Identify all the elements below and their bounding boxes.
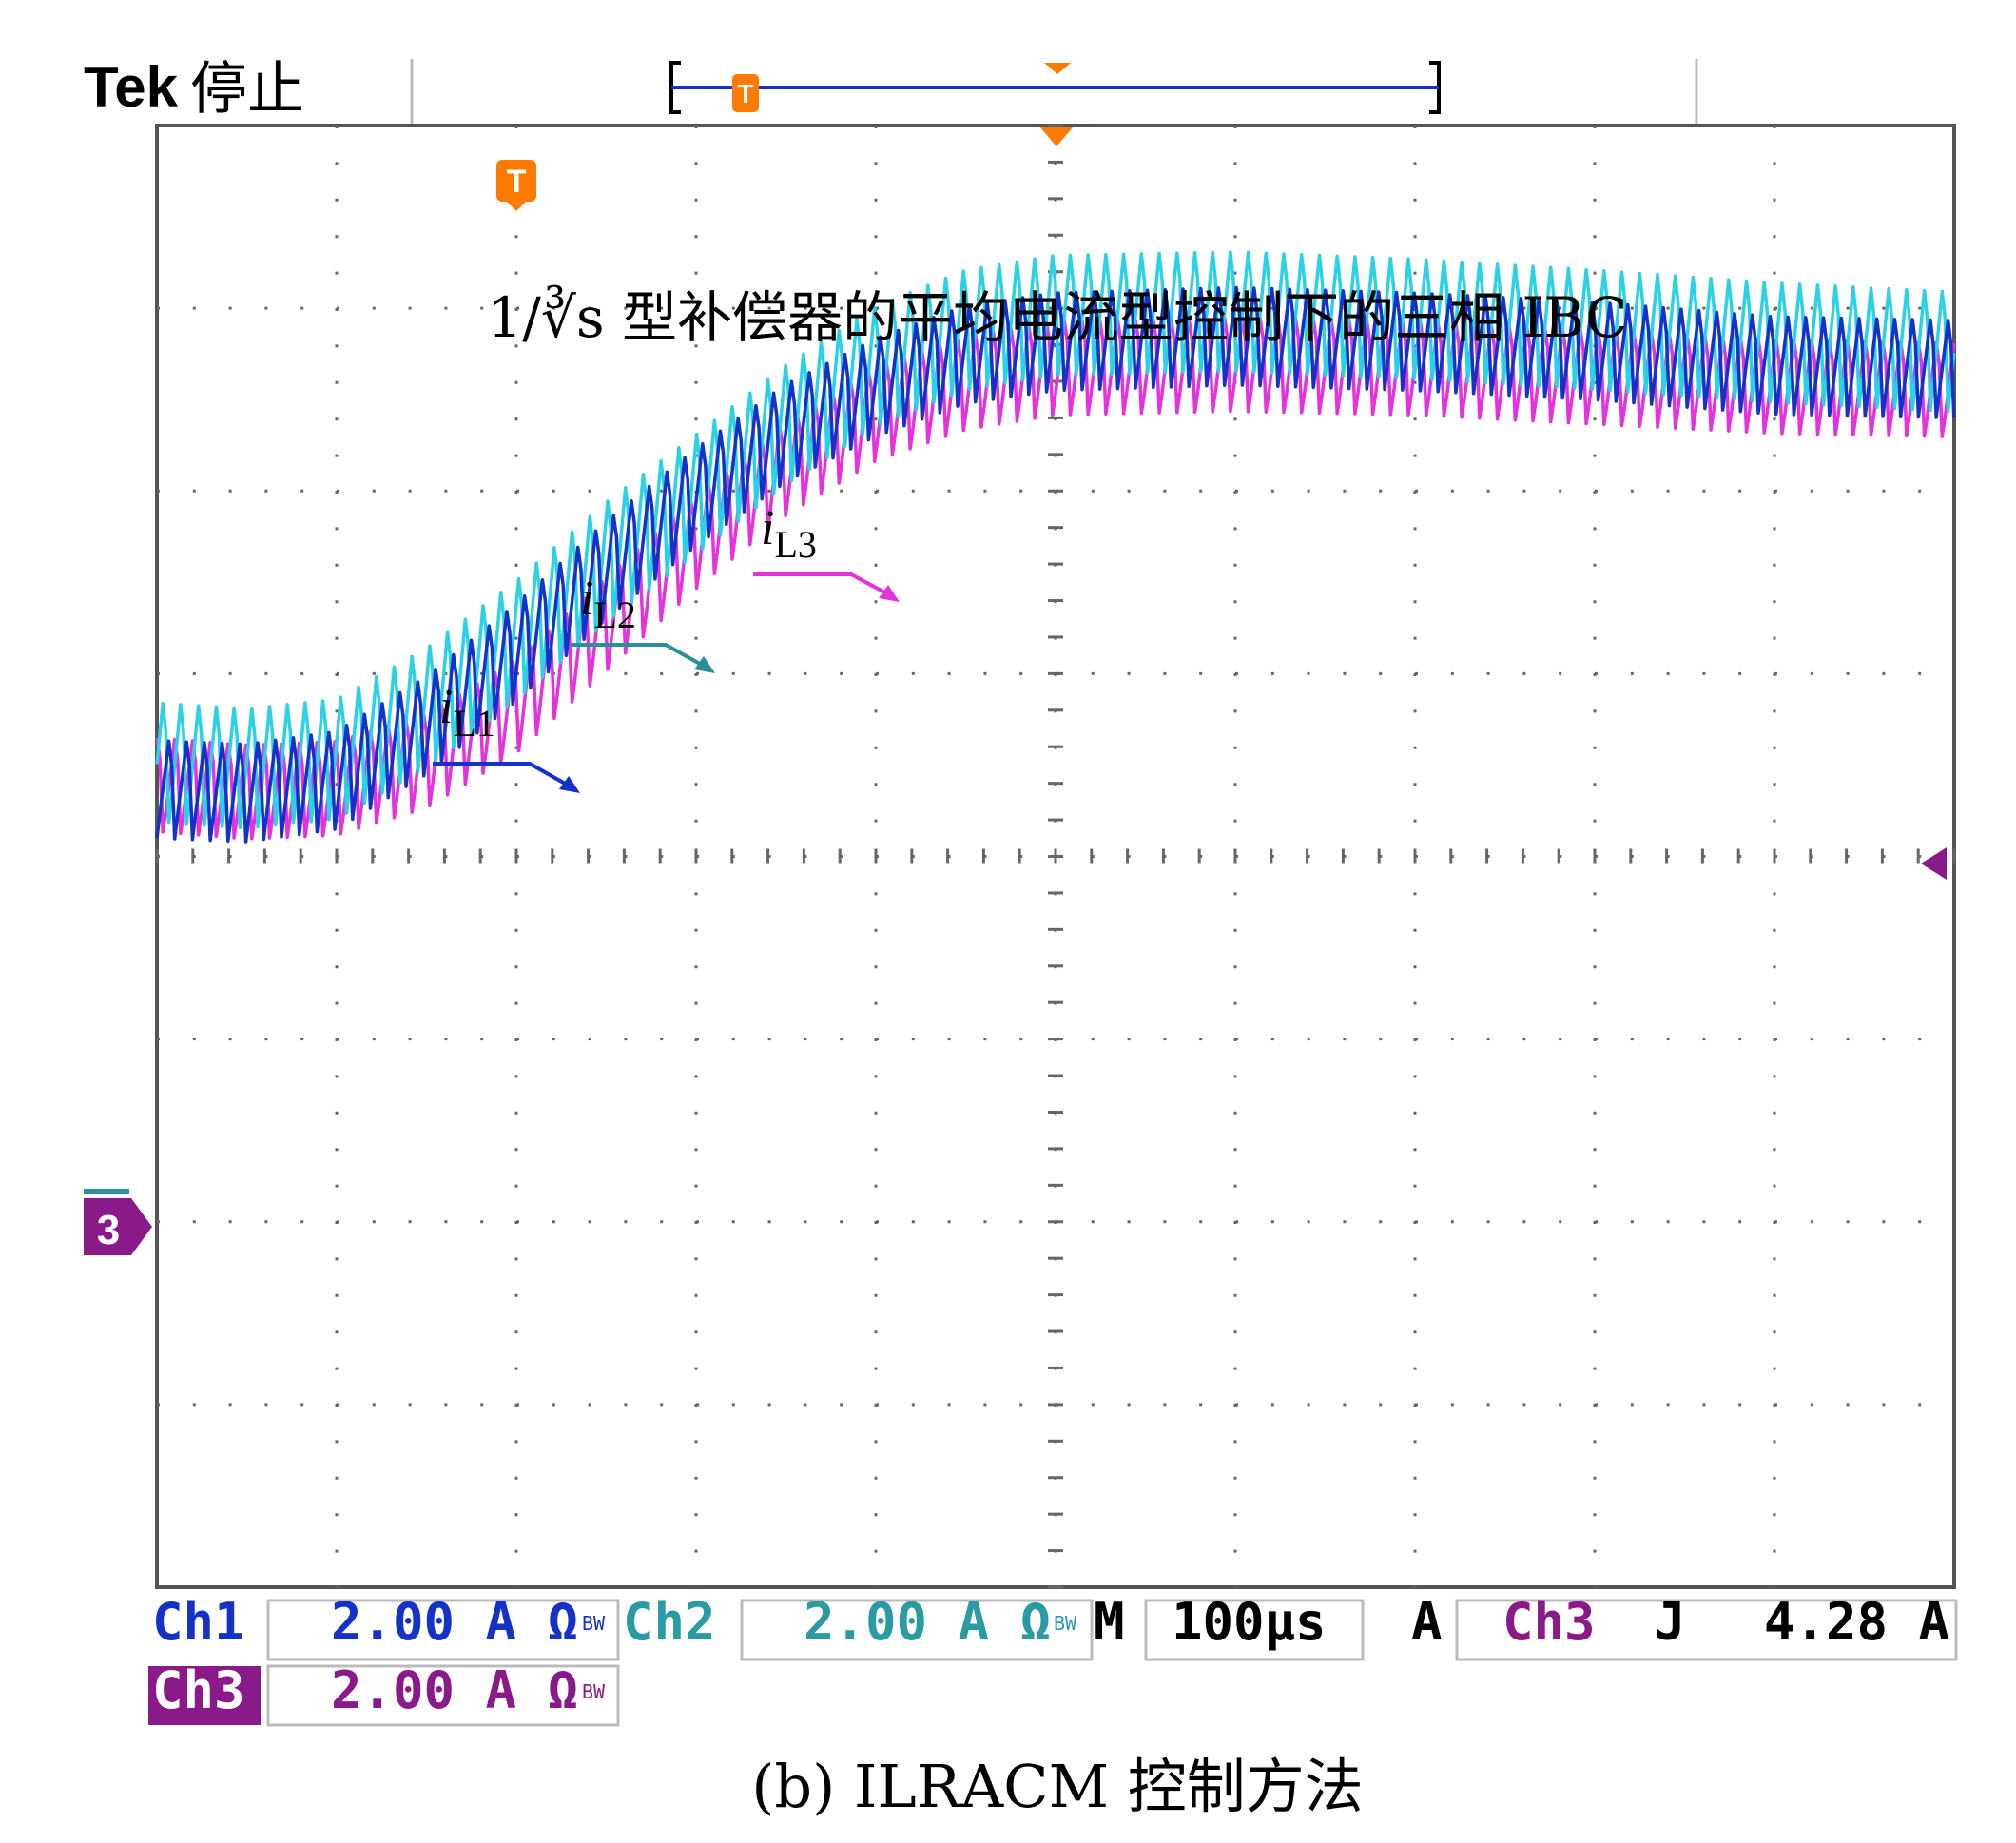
trigger-level-arrow [1921, 847, 1947, 880]
series-line-iL1 [155, 285, 1956, 844]
tek-brand: Tek [84, 55, 179, 119]
ch3-ground-marker: 3 [84, 1189, 152, 1255]
annotation-title: 1/∛s 型补偿器的平均电流型控制下的三相 IBC [487, 284, 1627, 350]
ch3-label: Ch3 [152, 1660, 245, 1720]
trigger-position-arrow [1040, 127, 1073, 146]
trigger-source: Ch3 [1502, 1592, 1596, 1652]
ch2-readout[interactable]: Ch2 2.00 A Ω BW [623, 1592, 1094, 1661]
label-iL1: iL1 [433, 680, 580, 793]
timebase-value: 100µs [1172, 1592, 1327, 1652]
trigger-time-marker: T [496, 160, 536, 211]
figure-caption: (b) ILRACM 控制方法 [751, 1752, 1364, 1821]
svg-text:3: 3 [97, 1207, 120, 1253]
svg-text:iL2: iL2 [580, 572, 636, 636]
trigger-level: 4.28 A [1764, 1592, 1949, 1652]
svg-text:iL3: iL3 [761, 501, 817, 566]
ch1-scale: 2.00 A Ω [331, 1592, 578, 1652]
svg-text:T: T [507, 164, 527, 200]
graticule-grid [155, 124, 1956, 1589]
ch3-scale: 2.00 A Ω [331, 1660, 578, 1720]
timebase-readout[interactable]: M 100µs [1094, 1592, 1365, 1661]
trigger-readout[interactable]: A Ch3 Ϳ 4.28 A [1411, 1592, 1958, 1661]
record-length-bar: T [669, 61, 1441, 114]
ch3-bw-limit: BW [582, 1680, 606, 1703]
ch2-bw-limit: BW [1054, 1612, 1077, 1635]
acquisition-status: 停止 [190, 56, 304, 123]
ch2-label: Ch2 [623, 1592, 716, 1652]
svg-text:T: T [737, 79, 753, 108]
waveform-traces [155, 250, 1956, 844]
trigger-slope-icon: Ϳ [1655, 1592, 1686, 1652]
label-iL3: iL3 [753, 501, 900, 602]
ch1-readout[interactable]: Ch1 2.00 A Ω BW [152, 1592, 620, 1661]
ch1-label: Ch1 [152, 1592, 245, 1652]
ch1-bw-limit: BW [582, 1612, 606, 1635]
svg-text:M: M [1094, 1592, 1125, 1652]
label-iL2: iL2 [571, 572, 715, 673]
ch3-readout[interactable]: Ch3 2.00 A Ω BW [148, 1660, 620, 1727]
series-line-iL2 [155, 250, 1956, 830]
svg-text:iL1: iL1 [439, 680, 495, 745]
record-trigger-marker [732, 74, 759, 112]
ch2-scale: 2.00 A Ω [804, 1592, 1051, 1652]
trigger-mode: A [1411, 1592, 1443, 1652]
